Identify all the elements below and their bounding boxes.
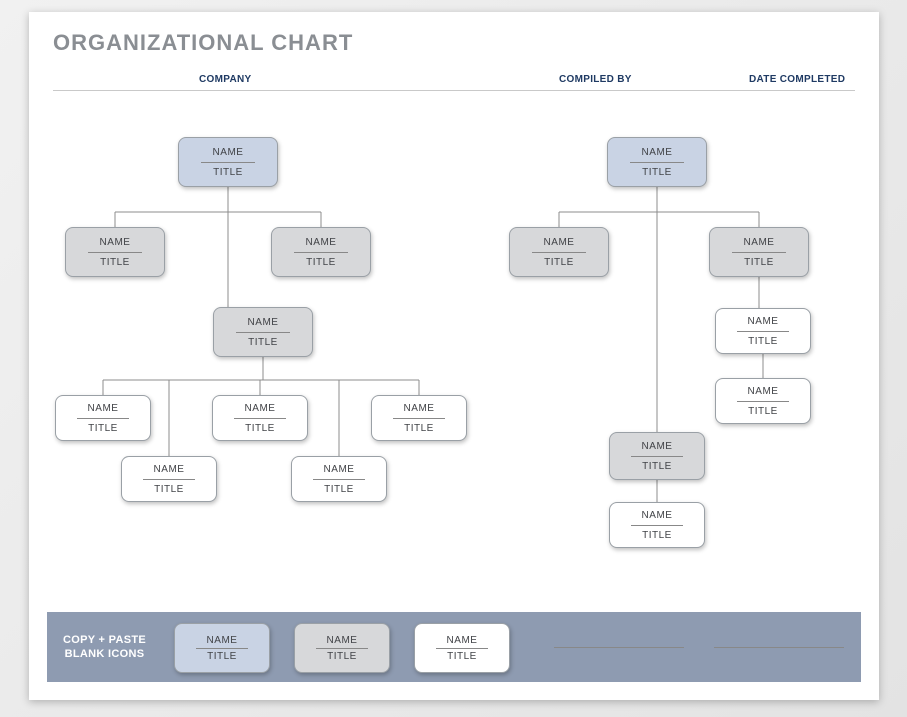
org-node-name: NAME bbox=[642, 510, 673, 521]
org-node-divider bbox=[201, 162, 255, 163]
org-node-L5a[interactable]: NAME TITLE bbox=[121, 456, 217, 502]
org-node-R3a[interactable]: NAME TITLE bbox=[715, 308, 811, 354]
footer-node-divider bbox=[316, 648, 368, 649]
org-node-divider bbox=[737, 331, 789, 332]
org-node-title: TITLE bbox=[248, 337, 278, 348]
org-node-R3b[interactable]: NAME TITLE bbox=[715, 378, 811, 424]
footer-template-node-1[interactable]: NAME TITLE bbox=[294, 623, 390, 673]
org-node-name: NAME bbox=[324, 464, 355, 475]
org-node-name: NAME bbox=[245, 403, 276, 414]
org-node-title: TITLE bbox=[245, 423, 275, 434]
org-node-name: NAME bbox=[306, 237, 337, 248]
org-node-R4[interactable]: NAME TITLE bbox=[609, 432, 705, 480]
org-node-title: TITLE bbox=[154, 484, 184, 495]
footer-bar: COPY + PASTE BLANK ICONS NAME TITLE NAME TI… bbox=[47, 612, 861, 682]
org-node-name: NAME bbox=[88, 403, 119, 414]
org-node-L5b[interactable]: NAME TITLE bbox=[291, 456, 387, 502]
footer-label: COPY + PASTE BLANK ICONS bbox=[47, 633, 162, 662]
org-node-name: NAME bbox=[213, 147, 244, 158]
org-node-divider bbox=[236, 332, 290, 333]
org-node-divider bbox=[630, 162, 684, 163]
org-node-divider bbox=[631, 456, 683, 457]
org-node-L2b[interactable]: NAME TITLE bbox=[271, 227, 371, 277]
footer-connector-line-0 bbox=[554, 647, 684, 648]
org-node-L4b[interactable]: NAME TITLE bbox=[212, 395, 308, 441]
org-node-L1[interactable]: NAME TITLE bbox=[178, 137, 278, 187]
footer-node-divider bbox=[196, 648, 248, 649]
org-node-divider bbox=[631, 525, 683, 526]
org-node-name: NAME bbox=[248, 317, 279, 328]
org-node-L4c[interactable]: NAME TITLE bbox=[371, 395, 467, 441]
org-node-divider bbox=[88, 252, 142, 253]
org-node-name: NAME bbox=[748, 316, 779, 327]
org-node-name: NAME bbox=[154, 464, 185, 475]
org-node-divider bbox=[294, 252, 348, 253]
footer-node-name: NAME bbox=[327, 635, 358, 646]
org-node-name: NAME bbox=[100, 237, 131, 248]
org-node-name: NAME bbox=[642, 441, 673, 452]
org-chart-edges bbox=[29, 12, 879, 700]
org-node-divider bbox=[143, 479, 195, 480]
org-node-divider bbox=[234, 418, 286, 419]
org-node-L3[interactable]: NAME TITLE bbox=[213, 307, 313, 357]
footer-node-title: TITLE bbox=[207, 651, 237, 662]
org-node-divider bbox=[77, 418, 129, 419]
org-node-divider bbox=[393, 418, 445, 419]
org-node-title: TITLE bbox=[544, 257, 574, 268]
footer-node-title: TITLE bbox=[447, 651, 477, 662]
org-node-title: TITLE bbox=[88, 423, 118, 434]
org-node-title: TITLE bbox=[748, 336, 778, 347]
org-node-divider bbox=[732, 252, 786, 253]
org-node-title: TITLE bbox=[100, 257, 130, 268]
org-node-R5[interactable]: NAME TITLE bbox=[609, 502, 705, 548]
footer-template-node-0[interactable]: NAME TITLE bbox=[174, 623, 270, 673]
org-node-name: NAME bbox=[544, 237, 575, 248]
footer-template-node-2[interactable]: NAME TITLE bbox=[414, 623, 510, 673]
org-chart-canvas: NAMETITLENAMETITLENAMETITLENAMETITLENAME… bbox=[29, 12, 879, 700]
org-node-title: TITLE bbox=[306, 257, 336, 268]
footer-connector-line-1 bbox=[714, 647, 844, 648]
footer-icons: NAME TITLE NAME TITLE NAME TITLE bbox=[162, 612, 861, 682]
footer-node-name: NAME bbox=[207, 635, 238, 646]
org-node-divider bbox=[313, 479, 365, 480]
org-node-title: TITLE bbox=[324, 484, 354, 495]
sheet: ORGANIZATIONAL CHART COMPANY COMPILED BY… bbox=[29, 12, 879, 700]
org-node-title: TITLE bbox=[642, 461, 672, 472]
org-node-title: TITLE bbox=[744, 257, 774, 268]
org-node-divider bbox=[532, 252, 586, 253]
org-node-name: NAME bbox=[748, 386, 779, 397]
org-node-title: TITLE bbox=[748, 406, 778, 417]
org-node-title: TITLE bbox=[404, 423, 434, 434]
org-node-name: NAME bbox=[642, 147, 673, 158]
org-node-name: NAME bbox=[744, 237, 775, 248]
org-node-title: TITLE bbox=[213, 167, 243, 178]
org-node-R2b[interactable]: NAME TITLE bbox=[709, 227, 809, 277]
org-node-R2a[interactable]: NAME TITLE bbox=[509, 227, 609, 277]
footer-node-divider bbox=[436, 648, 488, 649]
org-node-divider bbox=[737, 401, 789, 402]
org-node-title: TITLE bbox=[642, 167, 672, 178]
org-node-name: NAME bbox=[404, 403, 435, 414]
footer-node-title: TITLE bbox=[327, 651, 357, 662]
org-node-R1[interactable]: NAME TITLE bbox=[607, 137, 707, 187]
org-node-L4a[interactable]: NAME TITLE bbox=[55, 395, 151, 441]
org-node-title: TITLE bbox=[642, 530, 672, 541]
org-node-L2a[interactable]: NAME TITLE bbox=[65, 227, 165, 277]
footer-node-name: NAME bbox=[447, 635, 478, 646]
